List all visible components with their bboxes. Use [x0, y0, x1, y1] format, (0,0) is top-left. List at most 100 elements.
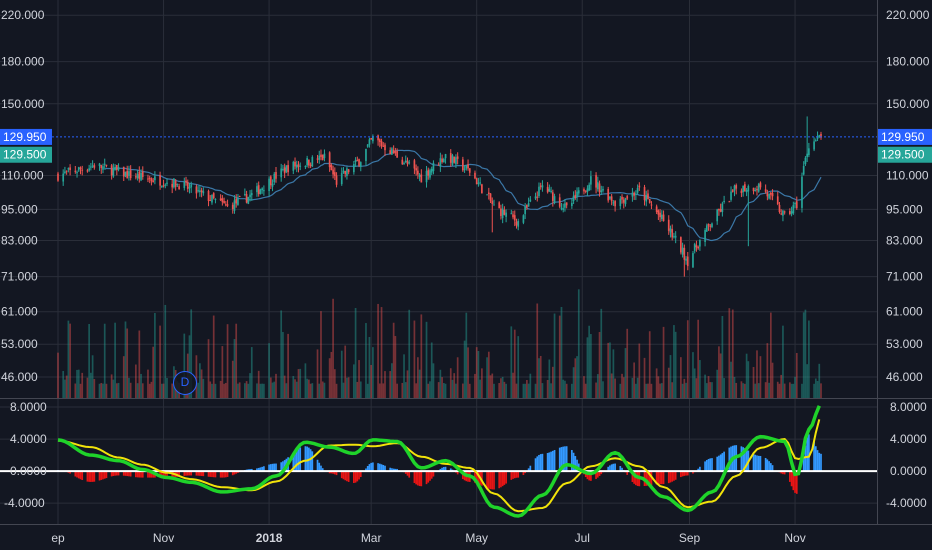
volume-bar	[759, 356, 762, 398]
oscillator-histogram-bar	[420, 471, 423, 487]
candle-body	[673, 236, 675, 238]
volume-bar	[602, 381, 604, 398]
candle-body	[723, 200, 725, 202]
volume-bar	[304, 363, 307, 398]
candle-body	[671, 229, 674, 238]
oscillator-histogram-bar	[427, 471, 430, 483]
volume-bar	[273, 381, 276, 398]
candle-body	[173, 178, 175, 188]
oscillator-histogram-bar	[486, 471, 488, 489]
volume-bar	[742, 383, 744, 398]
volume-bar	[346, 377, 348, 398]
oscillator-histogram-bar	[802, 457, 805, 472]
oscillator-histogram-bar	[389, 467, 392, 472]
volume-bar	[695, 378, 698, 398]
volume-bar	[219, 380, 222, 398]
candle-body	[93, 165, 96, 168]
volume-bar	[607, 342, 610, 398]
oscillator-histogram-bar	[102, 471, 104, 480]
volume-bar	[147, 369, 149, 398]
candle-body	[160, 185, 163, 188]
oscillator-histogram-bar	[115, 471, 118, 476]
candle-body	[560, 207, 563, 209]
oscillator-histogram-bar	[114, 471, 116, 476]
price-tick-label-right: 61.000	[886, 305, 923, 319]
oscillator-histogram-bar	[88, 471, 90, 482]
oscillator-histogram-bar	[271, 463, 274, 472]
oscillator-histogram-bar	[273, 463, 276, 472]
candle-body	[413, 160, 416, 169]
oscillator-histogram-bar	[150, 471, 153, 478]
oscillator-histogram-bar	[176, 471, 179, 477]
volume-bar	[686, 320, 689, 398]
volume-bar	[456, 357, 459, 398]
volume-bar	[321, 381, 324, 398]
candle-body	[332, 169, 334, 175]
volume-bar	[481, 368, 483, 398]
oscillator-histogram-bar	[449, 468, 452, 472]
candle-body	[546, 186, 549, 193]
volume-bar	[404, 382, 407, 398]
volume-bar	[417, 357, 419, 398]
volume-bar	[358, 360, 360, 398]
candle-body	[529, 199, 532, 202]
oscillator-histogram-bar	[185, 471, 187, 476]
oscillator-histogram-bar	[226, 471, 229, 477]
price-tick-label-left: 95.000	[1, 202, 38, 216]
candlesticks	[57, 116, 822, 277]
volume-bar	[183, 333, 186, 398]
volume-bar	[622, 377, 625, 398]
volume-bar	[347, 377, 350, 398]
candle-body	[479, 182, 482, 184]
candle-body	[183, 181, 186, 188]
oscillator-histogram-bar	[147, 471, 149, 478]
candle-body	[610, 196, 613, 202]
volume-bar	[636, 377, 639, 398]
candle-body	[442, 158, 445, 163]
candle-body	[655, 206, 658, 212]
oscillator-histogram-bar	[662, 471, 665, 485]
candle-body	[292, 161, 295, 171]
candle-body	[487, 192, 490, 194]
oscillator-histogram-bar	[294, 451, 296, 472]
oscillator-histogram-bar	[659, 471, 661, 485]
volume-bar	[389, 371, 392, 398]
volume-bar	[269, 377, 272, 398]
volume-bar	[792, 383, 795, 398]
volume-bar	[128, 377, 130, 398]
candle-body	[195, 186, 198, 194]
price-tick-label-left: 53.000	[1, 337, 38, 351]
oscillator-histogram-bar	[429, 471, 431, 481]
volume-bar	[250, 347, 253, 398]
volume-bar	[610, 373, 613, 398]
candle-body	[783, 211, 786, 213]
volume-bar	[650, 383, 653, 398]
volume-bar	[657, 376, 660, 398]
oscillator-histogram-bar	[320, 465, 322, 472]
price-tick-label-left: 180.000	[1, 55, 45, 69]
volume-bar	[112, 379, 115, 398]
oscillator-histogram-bar	[766, 459, 769, 472]
volume-bar	[140, 373, 142, 398]
candle-body	[209, 200, 212, 202]
volume-bar	[306, 378, 308, 398]
time-tick-label: Jul	[575, 531, 590, 545]
price-tick-label-right: 180.000	[886, 55, 930, 69]
volume-bar	[754, 383, 757, 398]
volume-bar	[211, 383, 213, 398]
candle-body	[801, 176, 803, 208]
interval-marker-d[interactable]: D	[173, 371, 197, 395]
oscillator-histogram-bar	[626, 471, 629, 475]
oscillator-histogram-bar	[477, 471, 480, 485]
volume-bar	[79, 383, 82, 398]
oscillator-histogram-bar	[671, 471, 674, 482]
volume-bar	[529, 373, 532, 398]
oscillator-histogram-bar	[408, 471, 411, 478]
oscillator-histogram-bar	[211, 471, 213, 478]
oscillator-histogram-bar	[590, 471, 592, 481]
candle-body	[136, 174, 139, 179]
candle-body	[716, 209, 719, 222]
candle-body	[259, 189, 262, 195]
volume-bar	[372, 347, 374, 398]
